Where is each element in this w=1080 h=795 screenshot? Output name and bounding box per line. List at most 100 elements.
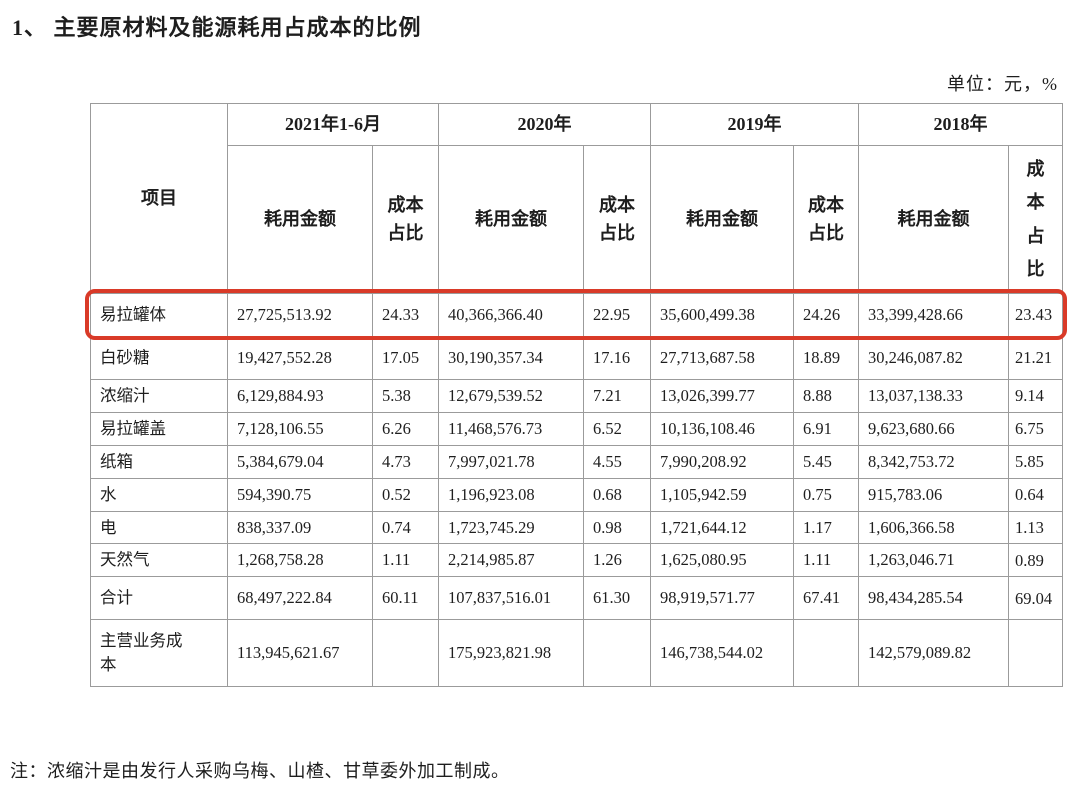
cell-amount: 12,679,539.52 [438,378,584,413]
col-header-pct-2018: 成本占比 [1008,145,1063,294]
cell-amount: 107,837,516.01 [438,576,584,621]
cell-amount: 30,190,357.34 [438,335,584,380]
row-item-label: 合计 [90,576,228,621]
cell-pct: 22.95 [583,293,651,337]
cell-pct [372,619,439,688]
col-header-item: 项目 [90,103,228,294]
cell-pct: 8.88 [793,378,859,413]
col-header-pct-2021: 成本占比 [372,145,439,294]
cell-pct: 21.21 [1008,335,1063,380]
cell-amount: 27,725,513.92 [227,293,373,337]
cell-amount: 6,129,884.93 [227,378,373,413]
cost-table: 项目 2021年1-6月 2020年 2019年 2018年 耗用金额 成本占比… [90,103,1063,688]
cell-pct: 0.98 [583,510,651,545]
cell-pct: 0.75 [793,477,859,512]
cell-amount: 838,337.09 [227,510,373,545]
cell-pct: 1.26 [583,543,651,578]
row-item-text: 浓缩汁 [100,385,150,405]
cell-amount: 146,738,544.02 [650,619,794,688]
row-item-text: 纸箱 [100,451,133,471]
cell-amount: 1,105,942.59 [650,477,794,512]
cell-amount: 7,128,106.55 [227,411,373,446]
cell-pct: 0.74 [372,510,439,545]
cell-pct: 9.14 [1008,378,1063,413]
table-row: 电 838,337.09 0.74 1,723,745.29 0.98 1,721,644… [90,510,1063,545]
cell-amount: 33,399,428.66 [858,293,1009,337]
cell-pct [583,619,651,688]
cell-pct: 1.13 [1008,510,1063,545]
cell-pct: 23.43 [1008,293,1063,337]
row-item-text: 电 [100,517,117,537]
table-row: 白砂糖 19,427,552.28 17.05 30,190,357.34 17.16 2… [90,335,1063,380]
cell-amount: 175,923,821.98 [438,619,584,688]
row-item-label: 白砂糖 [90,335,228,380]
unit-label: 单位：元，% [947,74,1058,94]
cell-amount: 1,268,758.28 [227,543,373,578]
row-item-text: 白砂糖 [100,347,150,367]
cell-amount: 594,390.75 [227,477,373,512]
cell-pct: 4.73 [372,444,439,479]
cell-amount: 98,434,285.54 [858,576,1009,621]
cell-amount: 7,997,021.78 [438,444,584,479]
cell-amount: 19,427,552.28 [227,335,373,380]
footnote: 注：浓缩汁是由发行人采购乌梅、山楂、甘草委外加工制成。 [10,761,510,781]
cell-pct: 17.05 [372,335,439,380]
cell-amount: 8,342,753.72 [858,444,1009,479]
cell-pct [793,619,859,688]
pct-header-label: 成本占比 [598,194,635,243]
header-year-row: 项目 2021年1-6月 2020年 2019年 2018年 [90,103,1063,294]
cell-pct: 67.41 [793,576,859,621]
table-row: 易拉罐体 27,725,513.92 24.33 40,366,366.40 22.95… [90,293,1063,337]
row-item-label: 水 [90,477,228,512]
cell-pct: 0.64 [1008,477,1063,512]
cell-pct: 1.11 [793,543,859,578]
row-item-text: 合计 [100,588,133,608]
cell-amount: 113,945,621.67 [227,619,373,688]
table-body: 易拉罐体 27,725,513.92 24.33 40,366,366.40 22.95… [90,293,1063,688]
cell-amount: 40,366,366.40 [438,293,584,337]
cell-pct: 6.91 [793,411,859,446]
row-item-label: 纸箱 [90,444,228,479]
row-item-text: 水 [100,484,117,504]
cell-pct [1008,619,1063,688]
row-item-label: 易拉罐体 [90,293,228,337]
col-header-amount-2018: 耗用金额 [858,145,1009,294]
table-row: 天然气 1,268,758.28 1.11 2,214,985.87 1.26 1,625… [90,543,1063,578]
cell-amount: 1,721,644.12 [650,510,794,545]
cell-pct: 24.26 [793,293,859,337]
pct-header-label: 成本占比 [807,194,844,243]
table-row: 纸箱 5,384,679.04 4.73 7,997,021.78 4.55 7,990,… [90,444,1063,479]
cell-pct: 17.16 [583,335,651,380]
cell-amount: 27,713,687.58 [650,335,794,380]
cell-pct: 6.75 [1008,411,1063,446]
col-header-pct-2019: 成本占比 [793,145,859,294]
row-item-label: 浓缩汁 [90,378,228,413]
cell-amount: 30,246,087.82 [858,335,1009,380]
pct-header-label: 成本占比 [1026,158,1045,279]
pct-header-label: 成本占比 [387,194,424,243]
header-sub-row: 耗用金额 成本占比 耗用金额 成本占比 耗用金额 成本占比 耗用金额 成本占比 [91,145,1063,294]
row-item-label: 天然气 [90,543,228,578]
cell-pct: 24.33 [372,293,439,337]
row-item-text: 天然气 [100,550,150,570]
cell-amount: 1,625,080.95 [650,543,794,578]
col-header-period-2021: 2021年1-6月 [227,103,439,146]
col-header-period-2019: 2019年 [650,103,859,146]
cell-pct: 7.21 [583,378,651,413]
col-header-amount-2021: 耗用金额 [227,145,373,294]
cell-pct: 0.89 [1008,543,1063,578]
row-item-text: 主营业务成本 [100,631,183,675]
cell-amount: 1,606,366.58 [858,510,1009,545]
col-header-amount-2019: 耗用金额 [650,145,794,294]
cell-pct: 0.52 [372,477,439,512]
table-row: 易拉罐盖 7,128,106.55 6.26 11,468,576.73 6.52 10,… [90,411,1063,446]
table-row: 主营业务成本 113,945,621.67 175,923,821.98 146,73… [90,619,1063,688]
cell-amount: 13,037,138.33 [858,378,1009,413]
cell-amount: 9,623,680.66 [858,411,1009,446]
cell-amount: 142,579,089.82 [858,619,1009,688]
cell-amount: 13,026,399.77 [650,378,794,413]
cell-pct: 5.85 [1008,444,1063,479]
row-item-label: 电 [90,510,228,545]
cell-pct: 6.52 [583,411,651,446]
